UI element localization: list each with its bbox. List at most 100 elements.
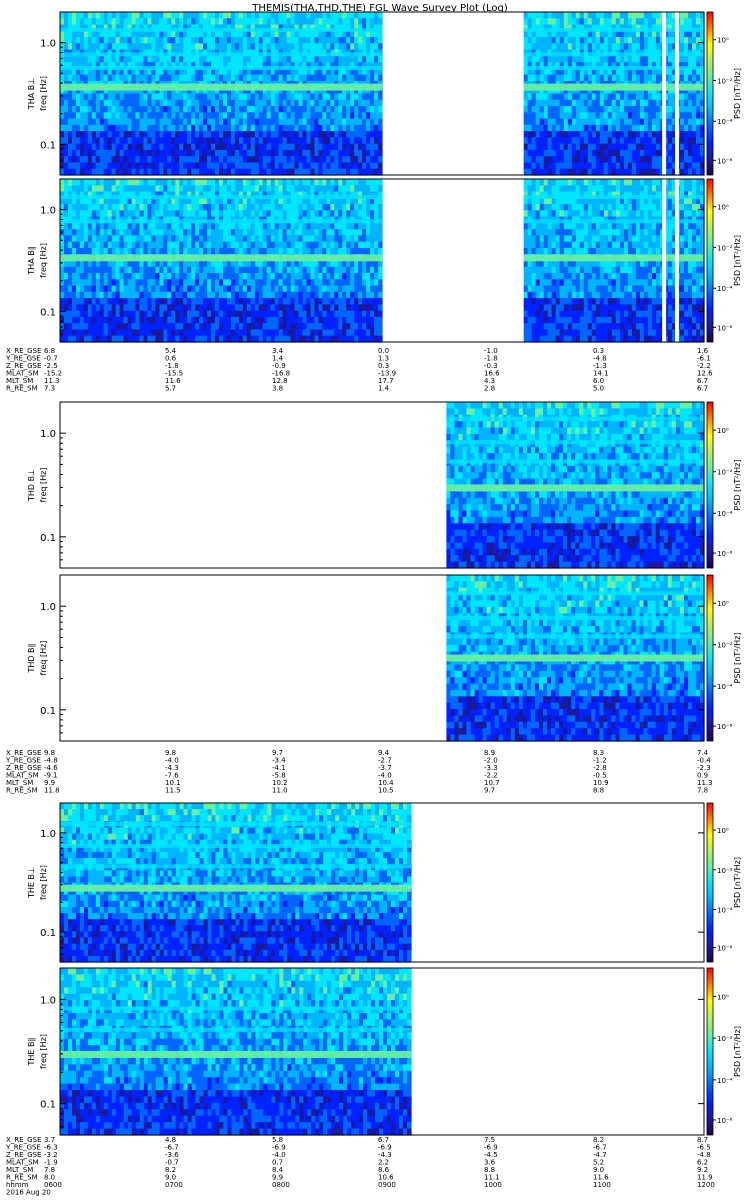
ylabel: freq [Hz] xyxy=(39,641,48,676)
ephem-value: -0.5 xyxy=(593,772,607,780)
ephem-value: -2.2 xyxy=(484,772,498,780)
panel-tha-bpar: 1.0 0.1 THA B∥ freq [Hz] 10⁰ 10⁻² 10⁻⁴ 10⁻⁶ PSD … xyxy=(27,178,742,343)
panel-thd-bperp: 1.0 0.1 THD B⊥ freq [Hz] 10⁰ 10⁻² 10⁻⁴ 10⁻⁶ PSD … xyxy=(27,401,742,569)
ephem-value: -4.8 xyxy=(697,1151,711,1159)
ephem-value: -2.0 xyxy=(484,757,498,765)
ephem-value: -0.9 xyxy=(272,362,286,370)
ephem-value: 5.7 xyxy=(165,385,176,393)
ephemeris-thd-ephem: X_RE_GSEY_RE_GSEZ_RE_GSEMLAT_SMMLT_SMR_R… xyxy=(5,749,713,795)
colorbar-label: PSD [nT²/Hz] xyxy=(733,633,742,684)
ephem-value: -4.7 xyxy=(593,1151,607,1159)
ephem-value: 11.8 xyxy=(44,787,60,795)
colorbar-tick: 10⁻⁶ xyxy=(717,723,733,731)
panel-thd-bpar: 1.0 0.1 THD B∥ freq [Hz] 10⁰ 10⁻² 10⁻⁴ 10⁻⁶ PSD … xyxy=(27,574,742,742)
ephem-value: 11.1 xyxy=(484,1174,500,1182)
ephem-value: 8.9 xyxy=(484,749,495,757)
ephem-value: -0.4 xyxy=(697,757,711,765)
ephem-row-label: Y_RE_GSE xyxy=(5,355,41,363)
ytick-label: 0.1 xyxy=(40,1100,56,1111)
ephem-value: -0.7 xyxy=(165,1159,179,1167)
ephem-value: -3.3 xyxy=(484,764,498,772)
ephem-value: 10.1 xyxy=(165,779,181,787)
ephem-value: 11.5 xyxy=(165,787,181,795)
probe-label: THE B⊥ xyxy=(27,867,36,899)
ephem-value: -6.5 xyxy=(697,1144,711,1152)
ephem-value: 9.7 xyxy=(272,749,283,757)
ephem-value: 1.4 xyxy=(272,355,284,363)
ephem-value: 0.6 xyxy=(165,355,177,363)
ephem-value: -4.0 xyxy=(378,772,392,780)
ephem-value: 9.9 xyxy=(44,779,55,787)
ephem-value: 0.3 xyxy=(378,362,389,370)
ytick-label: 0.1 xyxy=(40,928,56,939)
panel-the-bpar: 1.0 0.1 THE B∥ freq [Hz] 10⁰ 10⁻² 10⁻⁴ 10⁻⁶ PSD … xyxy=(27,967,742,1136)
ephem-value: 10.4 xyxy=(378,779,394,787)
probe-label: THE B∥ xyxy=(27,1038,36,1067)
colorbar-tick: 10⁻⁴ xyxy=(717,118,733,126)
spectrogram-tha-bperp xyxy=(60,12,705,176)
ephem-value: 5.0 xyxy=(593,385,604,393)
ytick-label: 1.0 xyxy=(40,39,56,50)
ephem-value: 9.7 xyxy=(484,787,495,795)
ephem-value: -3.4 xyxy=(272,757,286,765)
ytick-label: 1.0 xyxy=(40,429,56,440)
spectrogram-the-bpar xyxy=(60,968,412,1136)
ephem-value: 3.4 xyxy=(272,347,284,355)
ephem-row-label: Z_RE_GSE xyxy=(6,362,41,370)
ephem-value: 7.5 xyxy=(484,1136,495,1144)
colorbar-tick: 10⁻⁴ xyxy=(717,510,733,518)
ephem-value: -3.6 xyxy=(165,1151,179,1159)
ephem-value: 1.4 xyxy=(378,385,390,393)
ephem-value: -3.2 xyxy=(44,1151,58,1159)
ephem-value: 0.7 xyxy=(272,1159,283,1167)
colorbar-tick: 10⁻² xyxy=(717,1035,733,1043)
ephem-value: 8.8 xyxy=(484,1166,495,1174)
ephem-value: -2.2 xyxy=(697,362,711,370)
ephem-row-label: R_RE_SM xyxy=(6,1174,38,1182)
ephem-value: -4.5 xyxy=(484,1151,498,1159)
ephem-row-label: MLT_SM xyxy=(6,377,33,385)
ytick-label: 1.0 xyxy=(40,206,56,217)
ephem-value: -15.5 xyxy=(165,370,183,378)
ephem-value: -9.1 xyxy=(44,772,58,780)
ylabel: freq [Hz] xyxy=(39,1034,48,1069)
ephem-value: -6.7 xyxy=(165,1144,179,1152)
ephem-value: 3.6 xyxy=(484,1159,496,1167)
colorbar-tick: 10⁻⁶ xyxy=(717,157,733,165)
colorbar-tick: 10⁻⁶ xyxy=(717,324,733,332)
colorbar-tick: 10⁰ xyxy=(717,827,729,835)
ephem-value: 0800 xyxy=(272,1181,290,1189)
ephem-value: -2.3 xyxy=(697,764,711,772)
ephem-row-label: R_RE_SM xyxy=(6,787,38,795)
ephem-value: -1.0 xyxy=(484,347,498,355)
ephem-value: 2.8 xyxy=(484,385,495,393)
ephem-value: 0900 xyxy=(378,1181,396,1189)
ephem-value: 8.6 xyxy=(378,1166,390,1174)
ephem-value: 2.2 xyxy=(378,1159,389,1167)
ephem-value: 14.1 xyxy=(593,370,609,378)
ephem-row-label: Y_RE_GSE xyxy=(5,1144,41,1152)
ephem-value: -4.3 xyxy=(378,1151,392,1159)
ephem-value: 7.4 xyxy=(697,749,709,757)
ephem-value: -1.2 xyxy=(593,757,607,765)
ephem-value: 5.2 xyxy=(593,1159,604,1167)
ephem-value: -1.9 xyxy=(44,1159,58,1167)
colorbar-tick: 10⁻⁴ xyxy=(717,683,733,691)
ephem-value: 8.4 xyxy=(272,1166,284,1174)
ephem-value: -4.1 xyxy=(272,764,286,772)
plot-title: THEMIS(THA,THD,THE) FGL Wave Survey Plot… xyxy=(251,3,508,14)
colorbar-tick: 10⁰ xyxy=(717,600,729,608)
colorbar xyxy=(706,178,714,343)
ephem-value: -15.2 xyxy=(44,370,62,378)
ephem-value: -5.8 xyxy=(272,772,286,780)
ephem-value: 8.0 xyxy=(44,1174,55,1182)
ylabel: freq [Hz] xyxy=(39,865,48,900)
ephem-value: 1200 xyxy=(697,1181,715,1189)
colorbar-tick: 10⁻² xyxy=(717,244,733,252)
colorbar-tick: 10⁻⁴ xyxy=(717,1077,733,1085)
panel-the-bperp: 1.0 0.1 THE B⊥ freq [Hz] 10⁰ 10⁻² 10⁻⁴ 10⁻⁶ PSD … xyxy=(27,802,742,963)
spectrogram-the-bperp xyxy=(60,803,412,963)
ephem-value: -6.9 xyxy=(272,1144,286,1152)
ephem-value: 11.3 xyxy=(697,779,713,787)
